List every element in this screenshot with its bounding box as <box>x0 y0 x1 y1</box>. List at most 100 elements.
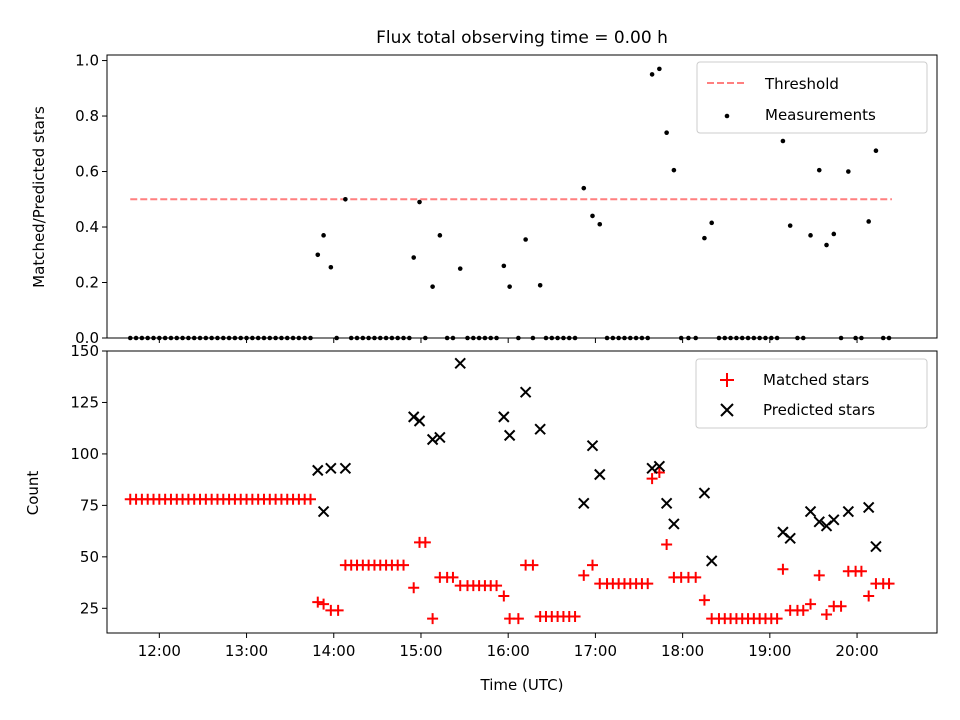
measurement-point <box>308 335 313 341</box>
measurement-point <box>610 335 616 341</box>
measurement-point <box>597 221 603 227</box>
measurement-point <box>880 335 886 341</box>
measurement-point <box>151 335 156 341</box>
predicted-points <box>312 357 882 567</box>
measurement-point <box>366 335 371 341</box>
count-x-tick-label: 18:00 <box>661 642 704 660</box>
measurement-point <box>555 335 560 341</box>
matched-star-point <box>332 604 344 616</box>
predicted-legend-label: Predicted stars <box>763 401 875 419</box>
measurement-point <box>816 167 822 173</box>
measurement-point <box>215 335 220 341</box>
measurement-point <box>372 335 377 341</box>
measurement-point <box>543 335 549 341</box>
count-x-ticks: 12:00 13:00 14:00 15:00 16:00 17:00 18:00 19:00… <box>138 633 879 660</box>
matched-star-point <box>305 493 317 505</box>
measurement-point <box>127 335 133 341</box>
measurement-point <box>334 335 339 341</box>
measurement-point <box>377 335 383 341</box>
measurement-point <box>244 335 249 341</box>
matched-star-point <box>661 538 673 550</box>
measurement-point <box>315 252 321 258</box>
matched-star-point <box>821 608 833 620</box>
measurement-point <box>444 335 450 341</box>
measurement-point <box>494 335 499 341</box>
measurement-point <box>561 335 566 341</box>
predicted-star-point <box>660 497 673 510</box>
measurement-point <box>354 335 360 341</box>
measurement-point <box>745 335 751 341</box>
measurement-point <box>180 335 185 341</box>
count-plot-frame <box>106 350 938 634</box>
measurement-point <box>296 335 302 341</box>
measurement-point <box>853 335 858 341</box>
measurement-point <box>133 335 139 341</box>
matched-star-point <box>419 536 431 548</box>
ratio-y-tick-label: 0.2 <box>75 274 99 292</box>
measurement-point <box>226 335 232 341</box>
count-panel: 25 50 75 100 125 150 12:00 13:00 14:00 15:00 16:0… <box>24 342 938 694</box>
measurement-point <box>566 335 572 341</box>
count-y-tick-label: 150 <box>70 342 99 360</box>
predicted-star-point <box>862 501 875 514</box>
measurement-point <box>457 266 463 271</box>
matched-star-point <box>797 604 809 616</box>
predicted-star-point <box>804 505 817 518</box>
count-x-tick-label: 12:00 <box>138 642 181 660</box>
measurement-point <box>437 233 443 238</box>
matched-star-point <box>855 565 867 577</box>
measurement-point <box>238 335 244 341</box>
measurement-point <box>348 335 354 341</box>
measurement-point <box>768 335 774 341</box>
matched-star-point <box>813 569 825 581</box>
chart-title: Flux total observing time = 0.00 h <box>376 28 668 48</box>
count-x-tick-label: 16:00 <box>487 642 530 660</box>
measurement-point <box>537 282 543 288</box>
predicted-star-point <box>653 460 666 472</box>
predicted-legend-swatch <box>720 403 734 417</box>
measurement-point <box>407 335 412 341</box>
measurement-point <box>549 335 555 341</box>
ratio-legend-box <box>696 61 928 134</box>
measurement-point <box>411 255 417 260</box>
measurement-point <box>203 335 209 341</box>
measurement-point <box>250 335 255 341</box>
matched-star-point <box>447 571 459 583</box>
measurement-point <box>395 335 401 341</box>
count-x-tick-label: 20:00 <box>835 642 878 660</box>
matched-star-point <box>883 578 895 590</box>
predicted-star-point <box>578 497 590 510</box>
count-y-tick-label: 50 <box>80 548 99 566</box>
measurement-point <box>716 335 722 341</box>
measurement-point <box>808 233 813 238</box>
measurement-point <box>482 335 488 341</box>
measurement-points <box>127 66 892 341</box>
count-x-tick-label: 14:00 <box>312 642 355 660</box>
count-y-axis-label: Count <box>24 471 42 516</box>
measurement-point <box>507 284 512 289</box>
measurement-point <box>255 335 261 341</box>
measurement-point <box>686 335 691 341</box>
measurement-point <box>693 335 699 341</box>
count-legend-box <box>695 358 928 429</box>
matched-star-point <box>646 473 658 485</box>
predicted-star-point <box>413 415 426 427</box>
measurement-point <box>168 335 174 341</box>
matched-star-point <box>512 613 524 625</box>
measurement-point <box>604 335 610 341</box>
measurement-point <box>302 335 307 341</box>
matched-star-point <box>835 600 847 612</box>
count-x-tick-label: 13:00 <box>225 642 268 660</box>
matched-star-point <box>690 571 702 583</box>
measurement-point <box>488 335 494 341</box>
measurement-point <box>516 335 521 341</box>
matched-legend-swatch <box>720 373 734 387</box>
ratio-plot-frame <box>106 54 938 339</box>
predicted-star-point <box>646 462 658 475</box>
matched-star-point <box>527 559 539 571</box>
measurements-legend-swatch <box>724 113 730 119</box>
matched-star-point <box>698 594 710 606</box>
measurement-point <box>709 220 714 226</box>
measurement-point <box>664 130 669 135</box>
matched-star-point <box>427 613 439 625</box>
